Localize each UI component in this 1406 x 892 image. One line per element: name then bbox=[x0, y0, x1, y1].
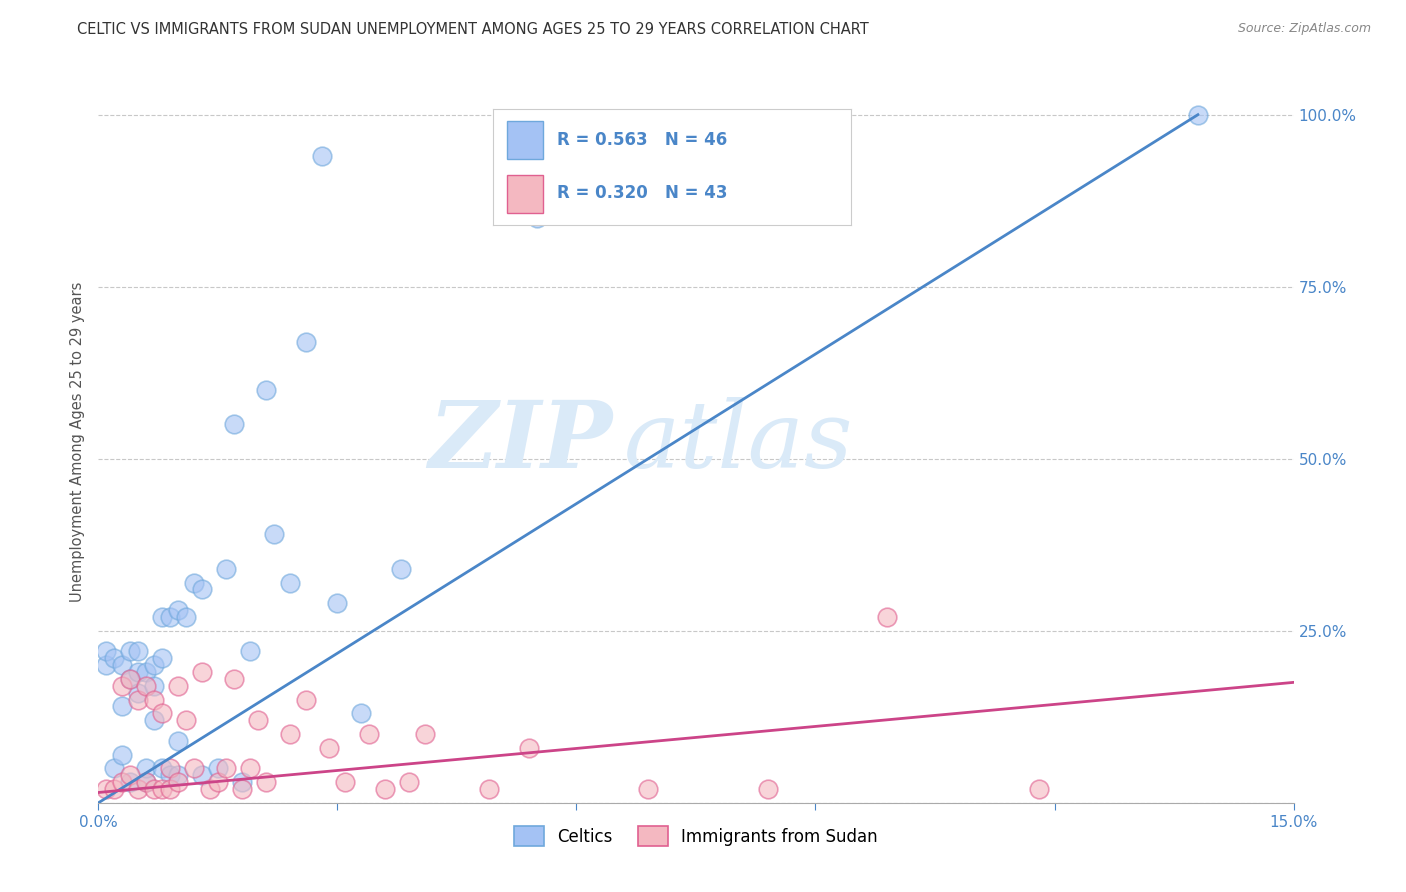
Text: CELTIC VS IMMIGRANTS FROM SUDAN UNEMPLOYMENT AMONG AGES 25 TO 29 YEARS CORRELATI: CELTIC VS IMMIGRANTS FROM SUDAN UNEMPLOY… bbox=[77, 22, 869, 37]
Point bbox=[103, 761, 125, 775]
Point bbox=[876, 610, 898, 624]
Point bbox=[159, 768, 181, 782]
Point bbox=[111, 747, 134, 762]
Point bbox=[103, 782, 125, 797]
Point bbox=[120, 768, 142, 782]
Point bbox=[167, 768, 190, 782]
Point bbox=[239, 761, 262, 775]
Point bbox=[150, 610, 173, 624]
Point bbox=[215, 761, 238, 775]
Y-axis label: Unemployment Among Ages 25 to 29 years: Unemployment Among Ages 25 to 29 years bbox=[69, 281, 84, 602]
Point bbox=[263, 527, 285, 541]
Point bbox=[111, 775, 134, 789]
Point bbox=[526, 211, 548, 225]
Point bbox=[143, 692, 166, 706]
Point bbox=[517, 740, 540, 755]
Point bbox=[183, 761, 205, 775]
Point bbox=[637, 782, 659, 797]
Point bbox=[111, 679, 134, 693]
Point bbox=[254, 383, 277, 397]
Point bbox=[191, 768, 214, 782]
Point bbox=[413, 727, 436, 741]
Point bbox=[135, 775, 157, 789]
Point bbox=[756, 782, 779, 797]
Point bbox=[1028, 782, 1050, 797]
Point bbox=[191, 582, 214, 597]
Point bbox=[207, 761, 229, 775]
Point bbox=[389, 562, 412, 576]
Point bbox=[127, 665, 149, 679]
Point bbox=[294, 692, 316, 706]
Point bbox=[143, 658, 166, 673]
Point bbox=[159, 610, 181, 624]
Point bbox=[294, 334, 316, 349]
Point bbox=[111, 699, 134, 714]
Point bbox=[143, 679, 166, 693]
Point bbox=[127, 686, 149, 700]
Point bbox=[318, 740, 340, 755]
Point bbox=[231, 782, 253, 797]
Point bbox=[103, 651, 125, 665]
Point bbox=[143, 782, 166, 797]
Point bbox=[96, 782, 118, 797]
Point bbox=[135, 761, 157, 775]
Point bbox=[1187, 108, 1209, 122]
Legend: Celtics, Immigrants from Sudan: Celtics, Immigrants from Sudan bbox=[508, 820, 884, 852]
Point bbox=[135, 665, 157, 679]
Point bbox=[96, 658, 118, 673]
Point bbox=[174, 610, 197, 624]
Point bbox=[159, 761, 181, 775]
Point bbox=[326, 596, 349, 610]
Point bbox=[150, 782, 173, 797]
Point bbox=[191, 665, 214, 679]
Point bbox=[150, 761, 173, 775]
Point bbox=[207, 775, 229, 789]
Point bbox=[150, 651, 173, 665]
Point bbox=[167, 679, 190, 693]
Point bbox=[150, 706, 173, 721]
Point bbox=[222, 417, 245, 432]
Text: ZIP: ZIP bbox=[427, 397, 613, 486]
Point bbox=[127, 782, 149, 797]
Point bbox=[135, 775, 157, 789]
Point bbox=[398, 775, 420, 789]
Point bbox=[215, 562, 238, 576]
Point bbox=[167, 734, 190, 748]
Point bbox=[135, 679, 157, 693]
Point bbox=[239, 644, 262, 658]
Text: Source: ZipAtlas.com: Source: ZipAtlas.com bbox=[1237, 22, 1371, 36]
Point bbox=[167, 775, 190, 789]
Point bbox=[359, 727, 381, 741]
Point bbox=[143, 713, 166, 727]
Point bbox=[231, 775, 253, 789]
Point bbox=[222, 672, 245, 686]
Point bbox=[478, 782, 501, 797]
Point bbox=[311, 149, 333, 163]
Point bbox=[120, 644, 142, 658]
Point bbox=[183, 575, 205, 590]
Point bbox=[96, 644, 118, 658]
Point bbox=[127, 692, 149, 706]
Point bbox=[198, 782, 221, 797]
Point bbox=[254, 775, 277, 789]
Point bbox=[174, 713, 197, 727]
Text: atlas: atlas bbox=[624, 397, 853, 486]
Point bbox=[111, 658, 134, 673]
Point bbox=[127, 644, 149, 658]
Point bbox=[120, 672, 142, 686]
Point bbox=[120, 775, 142, 789]
Point bbox=[120, 672, 142, 686]
Point bbox=[159, 782, 181, 797]
Point bbox=[335, 775, 357, 789]
Point bbox=[374, 782, 396, 797]
Point bbox=[350, 706, 373, 721]
Point bbox=[278, 727, 301, 741]
Point bbox=[246, 713, 269, 727]
Point bbox=[167, 603, 190, 617]
Point bbox=[278, 575, 301, 590]
